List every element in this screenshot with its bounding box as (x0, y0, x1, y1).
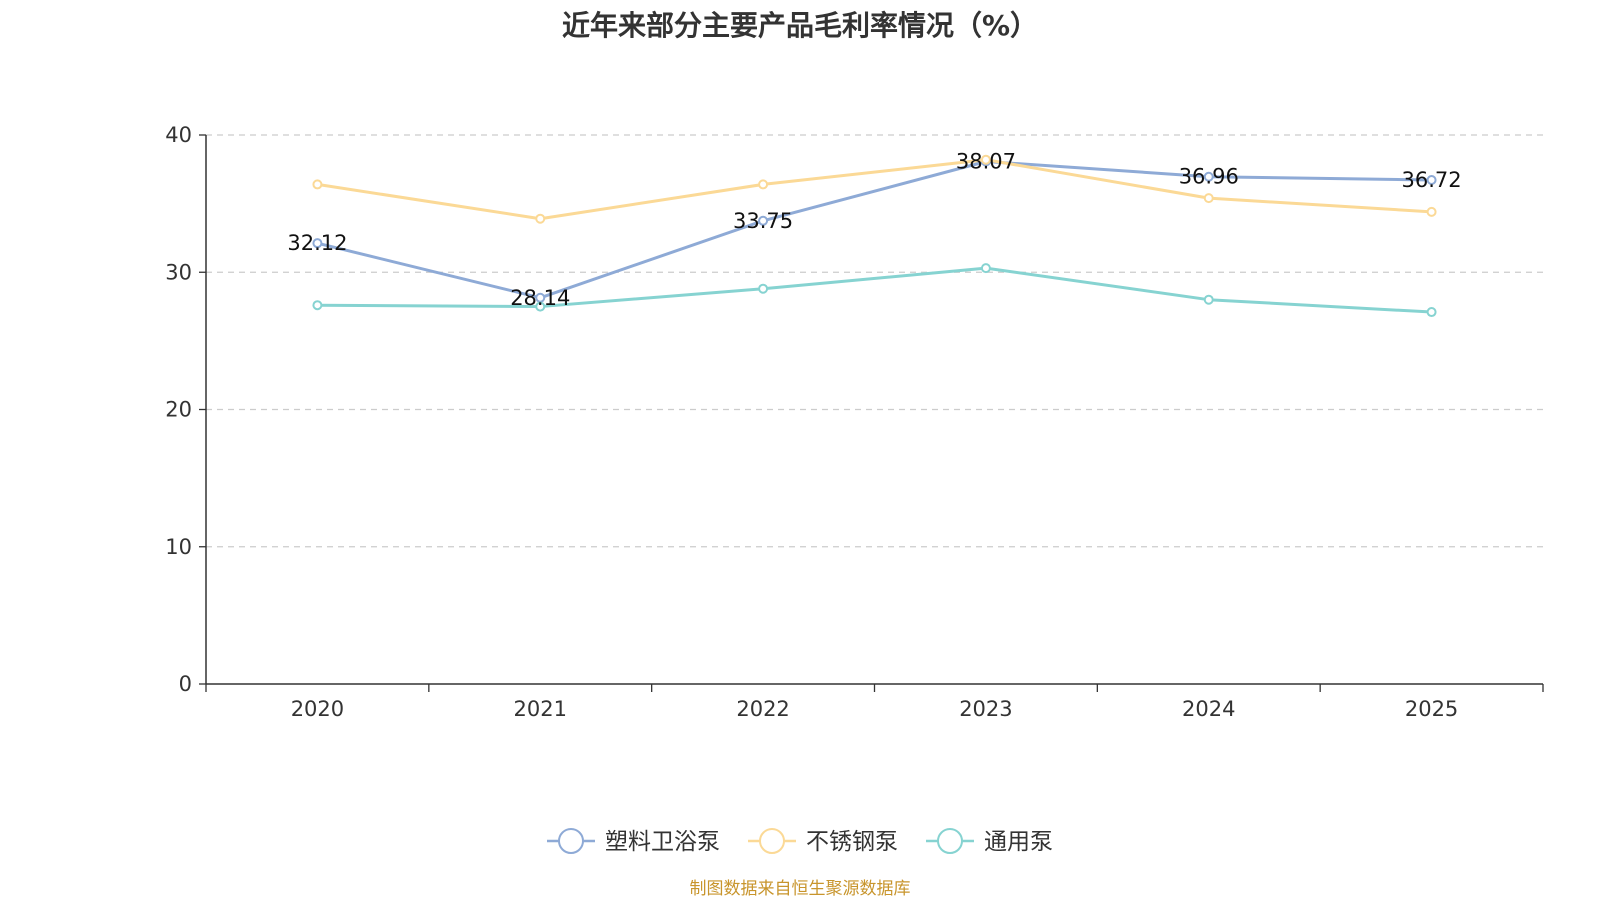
series-line-3 (317, 266, 1432, 314)
y-tick-label: 0 (179, 672, 192, 696)
data-label: 33.75 (733, 209, 793, 233)
data-point (312, 300, 323, 311)
x-tick-label: 2024 (1182, 697, 1235, 721)
legend-item: 不锈钢泵 (748, 828, 898, 855)
series-line-2 (317, 158, 1432, 221)
data-point (1203, 171, 1214, 182)
data-point (980, 263, 991, 274)
data-label: 28.14 (510, 286, 570, 310)
legend-item: 塑料卫浴泵 (547, 828, 720, 855)
legend-label: 通用泵 (984, 829, 1053, 855)
series-lines (312, 154, 1437, 318)
data-point (312, 179, 323, 190)
data-point (1203, 294, 1214, 305)
x-tick-label: 2020 (291, 697, 344, 721)
data-label: 36.96 (1179, 165, 1239, 189)
y-tick-label: 10 (165, 535, 192, 559)
data-point (1426, 307, 1437, 318)
data-label: 38.07 (956, 149, 1016, 173)
x-tick-label: 2023 (959, 697, 1012, 721)
data-labels: 32.12 28.14 33.75 38.07 36.96 36.72 (287, 149, 1461, 309)
data-point (1426, 206, 1437, 217)
y-tick-label: 20 (165, 398, 192, 422)
series-line-1 (317, 159, 1432, 300)
legend-marker (759, 828, 785, 854)
y-tick-label: 30 (165, 260, 192, 284)
legend-marker (558, 828, 584, 854)
legend-marker (937, 828, 963, 854)
data-point (980, 154, 991, 165)
legend-item: 通用泵 (926, 828, 1053, 855)
data-point (758, 215, 769, 226)
data-point (312, 238, 323, 249)
legend: 塑料卫浴泵 不锈钢泵 通用泵 (547, 828, 1053, 855)
y-tick-label: 40 (165, 123, 192, 147)
legend-label: 塑料卫浴泵 (605, 829, 720, 855)
x-tick-label: 2021 (514, 697, 567, 721)
source-note: 制图数据来自恒生聚源数据库 (689, 879, 911, 899)
axes: 0 10 20 30 40 2020 2021 2022 2023 2024 2025 (165, 123, 1544, 721)
data-point (1203, 193, 1214, 204)
data-label: 36.72 (1402, 168, 1462, 192)
data-point (535, 213, 546, 224)
data-point (535, 301, 546, 312)
data-label: 32.12 (287, 231, 347, 255)
legend-label: 不锈钢泵 (806, 829, 898, 855)
gridlines (206, 134, 1543, 548)
data-point (758, 179, 769, 190)
chart-title: 近年来部分主要产品毛利率情况（%） (561, 9, 1039, 42)
data-point (1426, 175, 1437, 186)
x-tick-label: 2022 (736, 697, 789, 721)
data-point (758, 283, 769, 294)
x-tick-label: 2025 (1405, 697, 1458, 721)
